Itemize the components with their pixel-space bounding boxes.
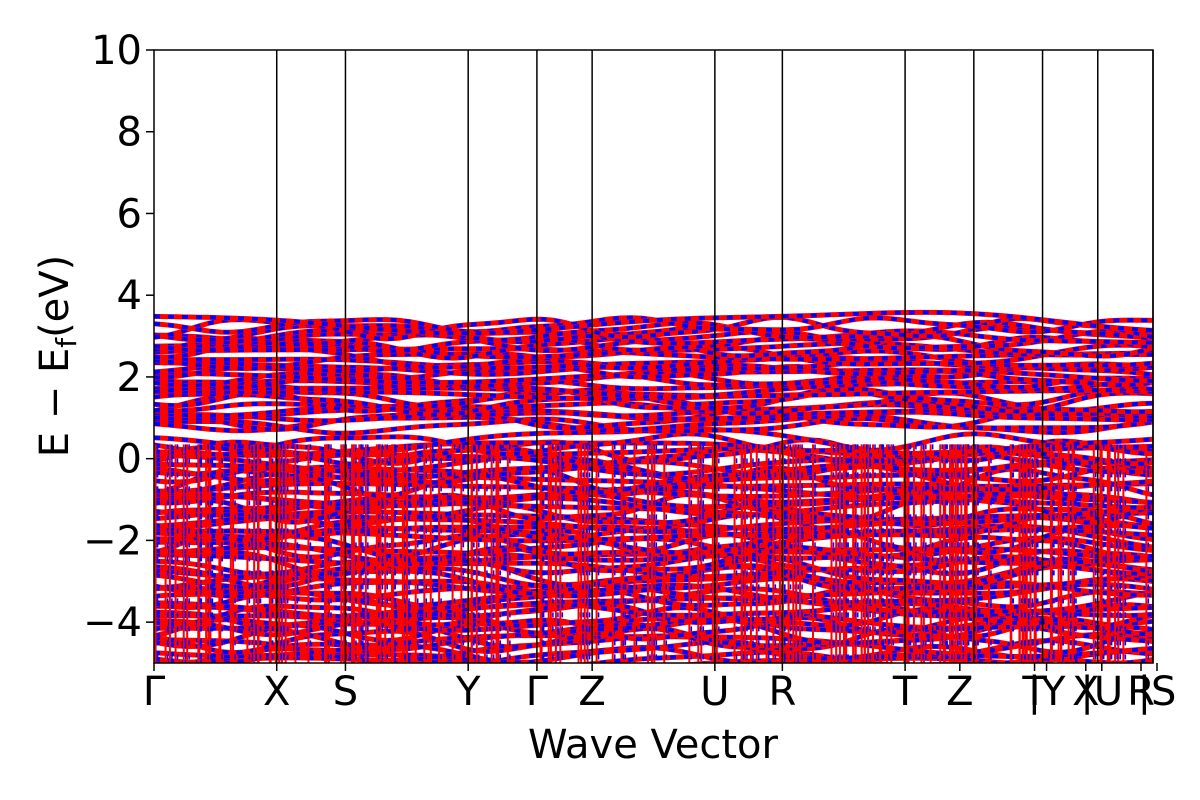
- x-tick-label: Γ: [143, 669, 166, 715]
- x-tick-label: T: [892, 669, 918, 715]
- x-tick-label: T: [1021, 669, 1047, 715]
- x-tick-label: |U: [1080, 669, 1123, 715]
- x-tick-label: Z: [946, 669, 973, 715]
- y-axis-label-subscript: f: [50, 337, 83, 348]
- valence-band-line-dashed: [154, 553, 1153, 577]
- conduction-band-line: [154, 328, 1153, 347]
- kpoint-separators: [275, 50, 1154, 663]
- x-tick-label: Γ: [526, 669, 549, 715]
- valence-band-line-dashed: [154, 465, 1153, 498]
- y-axis-ticks: −4 −2 0 2 4 6 8 10: [83, 28, 154, 646]
- y-tick-label: 0: [117, 437, 142, 483]
- y-tick-label: 8: [117, 110, 142, 156]
- conduction-band-line-dashed: [154, 387, 1153, 414]
- x-tick-label: S: [333, 669, 358, 715]
- valence-band-line-dashed: [154, 525, 1153, 559]
- x-axis-ticks: Γ X S Y Γ Z U R T Z |YT |UX |SR: [143, 663, 1177, 715]
- valence-band-line-dashed: [154, 492, 1153, 525]
- x-tick-label: |Y: [1028, 669, 1066, 715]
- conduction-band-line: [154, 346, 1153, 362]
- y-tick-label: 2: [117, 355, 142, 401]
- y-axis-label-main: E − E: [32, 348, 78, 458]
- conduction-band-line-dashed: [154, 407, 1153, 432]
- y-tick-label: −2: [83, 518, 142, 564]
- x-axis-label: Wave Vector: [528, 722, 779, 768]
- x-tick-label: R: [768, 669, 796, 715]
- conduction-band-line: [154, 402, 1153, 419]
- y-axis-label: E − Ef(eV): [32, 255, 83, 458]
- conduction-band-line-dashed: [154, 328, 1153, 353]
- y-tick-label: 6: [117, 191, 142, 237]
- valence-band-line-dashed: [154, 638, 1153, 663]
- x-tick-label: U: [700, 669, 729, 715]
- x-tick-label: R: [1127, 669, 1155, 715]
- x-tick-label: Y: [455, 669, 481, 715]
- y-tick-label: 4: [117, 273, 142, 319]
- valence-band-line-dashed: [154, 621, 1153, 652]
- y-axis-label-unit: (eV): [32, 255, 78, 338]
- conduction-band-line: [154, 309, 1153, 336]
- y-tick-label: 10: [91, 28, 142, 74]
- x-tick-label: Z: [578, 669, 605, 715]
- plot-frame: [153, 49, 1154, 664]
- x-tick-label: X: [263, 669, 290, 715]
- x-tick-label: X: [1072, 669, 1099, 715]
- y-tick-label: −4: [83, 600, 142, 646]
- valence-band-line-dashed: [154, 431, 1153, 457]
- band-lines: [154, 309, 1153, 663]
- x-tick-label: |S: [1138, 669, 1177, 715]
